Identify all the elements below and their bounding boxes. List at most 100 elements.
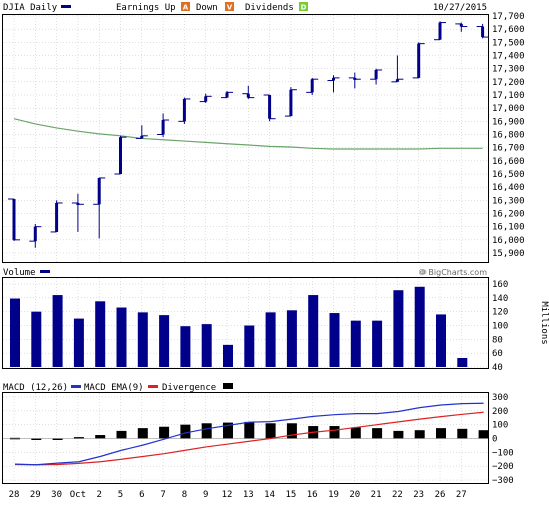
divergence-bar [414,430,425,439]
volume-y-axis: 160 140 120 100 80 60 40 [492,280,508,373]
price-bar [114,135,127,175]
divergence-bar [31,438,42,440]
divergence-legend-label: Divergence [162,383,216,393]
divergence-bar [286,423,297,439]
volume-bar [95,301,106,367]
dividends-marker: D [301,4,307,12]
price-bar [157,113,170,138]
price-bar [8,198,20,242]
price-tick-label: 17,600 [492,25,525,35]
down-marker: V [227,4,233,12]
price-tick-label: 17,500 [492,38,525,48]
x-tick-label: 6 [139,490,144,500]
price-y-axis: 17,700 17,600 17,500 17,400 17,300 17,200 17,1… [492,12,525,259]
price-bar [391,55,404,83]
volume-title: Volume [3,268,36,278]
price-bar [263,94,276,122]
chart-date: 10/27/2015 [433,3,487,13]
macd-tick-label: 300 [492,393,508,403]
volume-bars [10,286,468,367]
divergence-bar [329,426,340,439]
volume-bar [31,311,42,367]
volume-bar [244,325,255,367]
macd-legend-swatch [71,385,81,388]
divergence-legend-swatch [223,383,233,389]
divergence-bar [180,424,191,439]
x-tick-label: 9 [203,490,208,500]
price-bar-body [310,79,314,93]
volume-tick-label: 80 [492,335,503,345]
volume-bar [414,286,425,367]
price-bar [476,23,489,39]
price-bar-body [374,69,378,80]
macd-tick-label: −300 [492,476,514,486]
divergence-bar [393,430,404,439]
volume-bar [350,320,361,367]
signal-line [14,411,484,466]
price-tick-label: 17,100 [492,91,525,101]
price-grid [3,15,488,262]
macd-tick-label: −200 [492,462,514,472]
price-bar-body [289,89,293,117]
price-bar [29,224,42,248]
volume-bar [265,312,276,367]
macd-tick-label: 0 [492,435,497,445]
price-tick-label: 16,100 [492,223,525,233]
price-bar-body [55,202,59,232]
dividends-icon [299,2,308,11]
volume-bar [308,295,319,367]
earnings-legend-label: Earnings Up [116,3,176,13]
volume-bar [159,315,170,367]
volume-bar [329,313,340,367]
x-tick-label: 28 [9,490,20,500]
volume-bar [436,314,446,367]
divergence-bar [223,422,233,439]
macd-tick-label: 200 [492,407,508,417]
price-bar-body [119,137,122,174]
volume-bar [457,358,468,367]
divergence-bar [478,430,489,439]
signal-legend-swatch [148,385,158,388]
macd-title: MACD (12,26) [3,383,68,393]
divergence-bar [116,430,127,439]
price-tick-label: 16,500 [492,170,525,180]
volume-bar [180,326,191,367]
volume-bar [116,307,127,367]
price-tick-label: 16,400 [492,183,525,193]
price-bar [455,22,468,32]
x-tick-label: 13 [243,490,254,500]
macd-lines [14,402,484,466]
price-bar-body [417,43,421,78]
macd-tick-label: −100 [492,448,514,458]
volume-bar [393,290,404,367]
price-tick-label: 16,300 [492,196,525,206]
x-tick-label: 23 [413,490,424,500]
price-bar-body [33,226,37,242]
x-tick-label: 26 [435,490,446,500]
divergence-bar [73,437,84,439]
divergence-bar [372,428,383,439]
price-tick-label: 16,800 [492,131,525,141]
price-tick-label: 17,000 [492,104,525,114]
divergence-bar [52,438,63,440]
volume-axis-label: Millions [539,301,549,344]
x-tick-label: 12 [222,490,233,500]
price-bar [412,42,425,79]
volume-tick-label: 40 [492,363,503,373]
volume-bar [201,324,212,367]
earnings-up-marker: A [183,4,189,12]
price-bar-body [395,79,399,82]
price-tick-label: 17,300 [492,65,525,75]
x-tick-label: Oct [70,490,86,500]
macd-line [14,402,484,466]
price-bar-body [225,92,229,98]
price-bar-body [12,199,16,240]
price-tick-label: 17,700 [492,12,525,22]
price-bar [221,91,233,99]
x-tick-label: 22 [392,490,403,500]
x-tick-label: 21 [371,490,382,500]
volume-bar [137,312,148,367]
price-bar [284,87,297,117]
divergence-bar [159,426,170,439]
price-bar-body [332,77,335,81]
